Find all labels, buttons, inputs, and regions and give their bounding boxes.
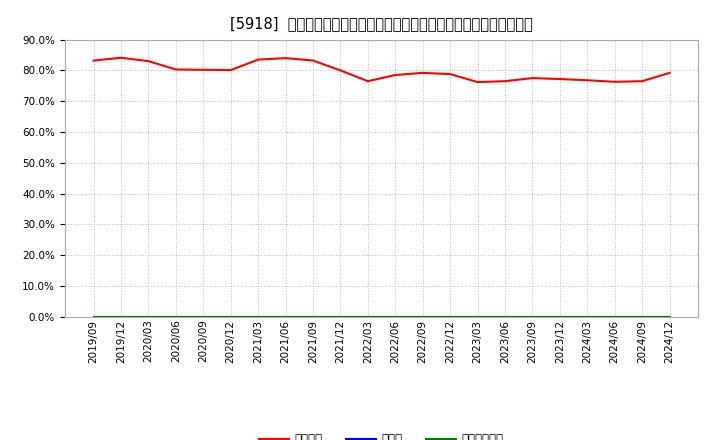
繰延税金資産 bbox=[638, 314, 647, 319]
自己資本 bbox=[336, 68, 345, 73]
自己資本 bbox=[364, 78, 372, 84]
繰延税金資産 bbox=[556, 314, 564, 319]
繰延税金資産 bbox=[665, 314, 674, 319]
自己資本 bbox=[171, 67, 180, 72]
のれん bbox=[665, 314, 674, 319]
繰延税金資産 bbox=[391, 314, 400, 319]
繰延税金資産 bbox=[89, 314, 98, 319]
自己資本 bbox=[309, 58, 318, 63]
のれん bbox=[254, 314, 263, 319]
自己資本 bbox=[391, 72, 400, 77]
のれん bbox=[282, 314, 290, 319]
自己資本 bbox=[583, 77, 592, 83]
自己資本 bbox=[89, 58, 98, 63]
自己資本 bbox=[638, 78, 647, 84]
自己資本 bbox=[144, 59, 153, 64]
Title: [5918]  自己資本、のれん、繰延税金資産の総資産に対する比率の推移: [5918] 自己資本、のれん、繰延税金資産の総資産に対する比率の推移 bbox=[230, 16, 533, 32]
のれん bbox=[199, 314, 207, 319]
自己資本 bbox=[665, 70, 674, 76]
繰延税金資産 bbox=[583, 314, 592, 319]
繰延税金資産 bbox=[309, 314, 318, 319]
繰延税金資産 bbox=[254, 314, 263, 319]
のれん bbox=[89, 314, 98, 319]
Legend: 自己資本, のれん, 繰延税金資産: 自己資本, のれん, 繰延税金資産 bbox=[255, 428, 508, 440]
自己資本 bbox=[611, 79, 619, 84]
繰延税金資産 bbox=[199, 314, 207, 319]
自己資本 bbox=[117, 55, 125, 60]
自己資本 bbox=[500, 78, 509, 84]
自己資本 bbox=[226, 67, 235, 73]
繰延税金資産 bbox=[446, 314, 454, 319]
繰延税金資産 bbox=[364, 314, 372, 319]
繰延税金資産 bbox=[473, 314, 482, 319]
自己資本 bbox=[418, 70, 427, 76]
のれん bbox=[611, 314, 619, 319]
繰延税金資産 bbox=[336, 314, 345, 319]
繰延税金資産 bbox=[500, 314, 509, 319]
繰延税金資産 bbox=[226, 314, 235, 319]
繰延税金資産 bbox=[144, 314, 153, 319]
のれん bbox=[446, 314, 454, 319]
のれん bbox=[418, 314, 427, 319]
のれん bbox=[226, 314, 235, 319]
のれん bbox=[500, 314, 509, 319]
自己資本 bbox=[199, 67, 207, 73]
繰延税金資産 bbox=[611, 314, 619, 319]
のれん bbox=[336, 314, 345, 319]
のれん bbox=[309, 314, 318, 319]
のれん bbox=[391, 314, 400, 319]
のれん bbox=[364, 314, 372, 319]
自己資本 bbox=[446, 71, 454, 77]
自己資本 bbox=[254, 57, 263, 62]
のれん bbox=[171, 314, 180, 319]
自己資本 bbox=[282, 55, 290, 61]
自己資本 bbox=[473, 80, 482, 85]
のれん bbox=[528, 314, 537, 319]
Line: 自己資本: 自己資本 bbox=[94, 58, 670, 82]
自己資本 bbox=[556, 77, 564, 82]
自己資本 bbox=[528, 75, 537, 81]
のれん bbox=[473, 314, 482, 319]
のれん bbox=[638, 314, 647, 319]
のれん bbox=[117, 314, 125, 319]
のれん bbox=[144, 314, 153, 319]
のれん bbox=[583, 314, 592, 319]
繰延税金資産 bbox=[418, 314, 427, 319]
繰延税金資産 bbox=[282, 314, 290, 319]
のれん bbox=[556, 314, 564, 319]
繰延税金資産 bbox=[171, 314, 180, 319]
繰延税金資産 bbox=[528, 314, 537, 319]
繰延税金資産 bbox=[117, 314, 125, 319]
